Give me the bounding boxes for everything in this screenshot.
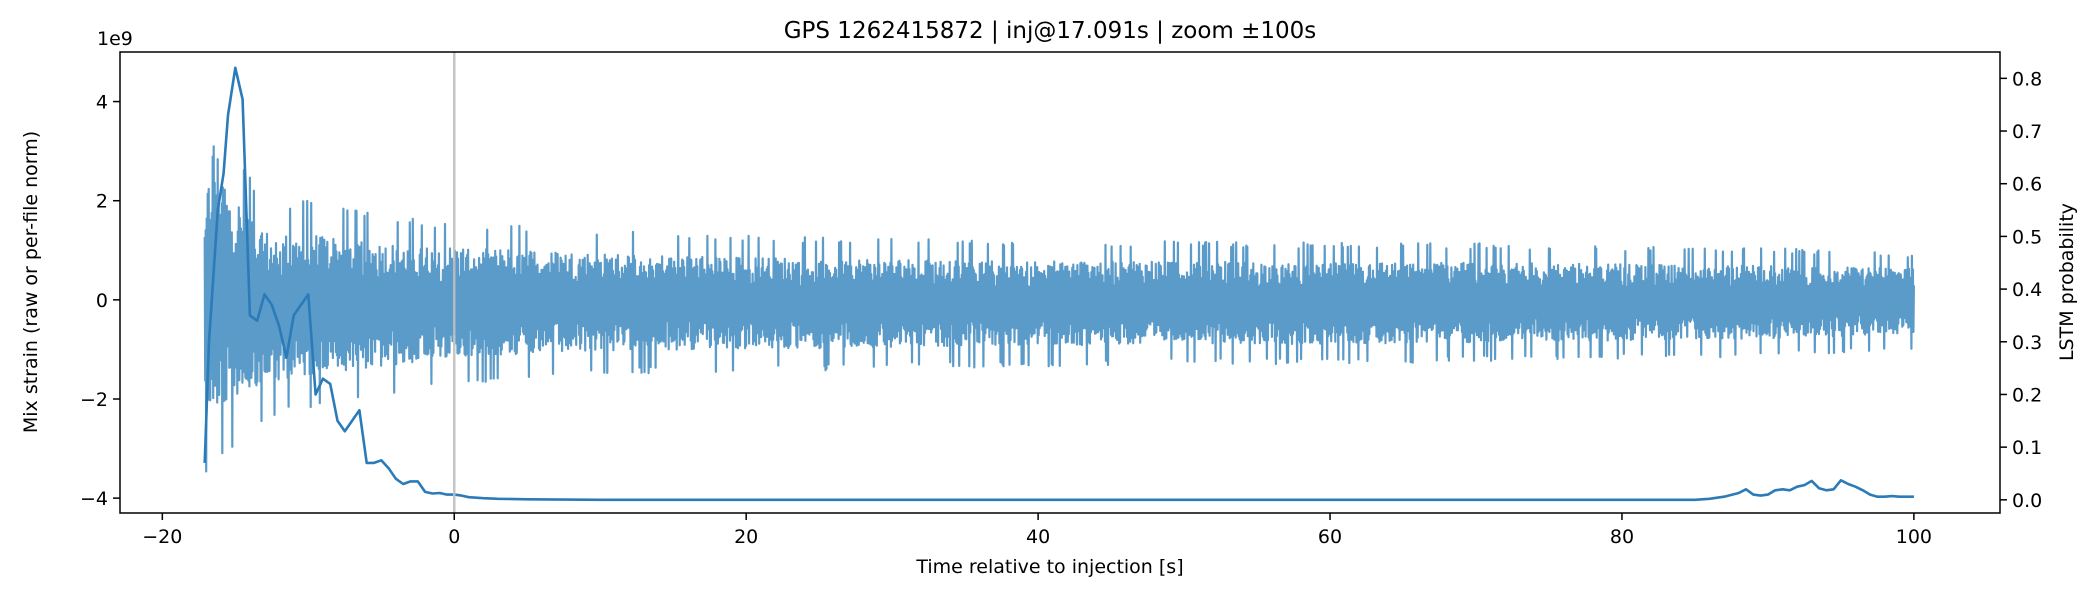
y-axis-title: Mix strain (raw or per-file norm)	[20, 131, 42, 433]
y-tick-label: 2	[96, 191, 108, 213]
y2-tick-label: 0.6	[2012, 174, 2042, 196]
y-tick-label: −4	[80, 488, 108, 510]
y-offset-text: 1e9	[97, 28, 133, 50]
y-tick-label: 4	[96, 92, 108, 114]
chart-title: GPS 1262415872 | inj@17.091s | zoom ±100…	[784, 18, 1317, 44]
axes: −20 0 20 40 60 80 100−4−20240.00.10.20.30.40.5…	[80, 51, 2042, 548]
y2-tick-label: 0.0	[2012, 490, 2042, 512]
x-tick-label: 0	[448, 526, 460, 548]
y2-tick-label: 0.8	[2012, 68, 2042, 90]
strain-line	[203, 145, 1915, 473]
x-tick-label: 80	[1610, 526, 1634, 548]
y2-axis-title: LSTM probability	[2056, 203, 2078, 361]
y2-tick-label: 0.2	[2012, 384, 2042, 406]
y2-tick-label: 0.7	[2012, 121, 2042, 143]
y2-tick-label: 0.5	[2012, 226, 2042, 248]
x-tick-label: −20	[142, 526, 182, 548]
y2-tick-label: 0.3	[2012, 332, 2042, 354]
probability-series	[203, 66, 1914, 502]
x-tick-label: 60	[1318, 526, 1342, 548]
x-tick-label: 40	[1026, 526, 1050, 548]
x-tick-label: 20	[734, 526, 758, 548]
y2-tick-label: 0.4	[2012, 279, 2042, 301]
x-axis-title: Time relative to injection [s]	[915, 556, 1183, 578]
y-tick-label: 0	[96, 290, 108, 312]
strain-series	[203, 145, 1915, 473]
x-tick-label: 100	[1896, 526, 1932, 548]
probability-line	[203, 66, 1914, 502]
y-tick-label: −2	[80, 389, 108, 411]
plot-frame	[119, 51, 2001, 514]
y2-tick-label: 0.1	[2012, 437, 2042, 459]
